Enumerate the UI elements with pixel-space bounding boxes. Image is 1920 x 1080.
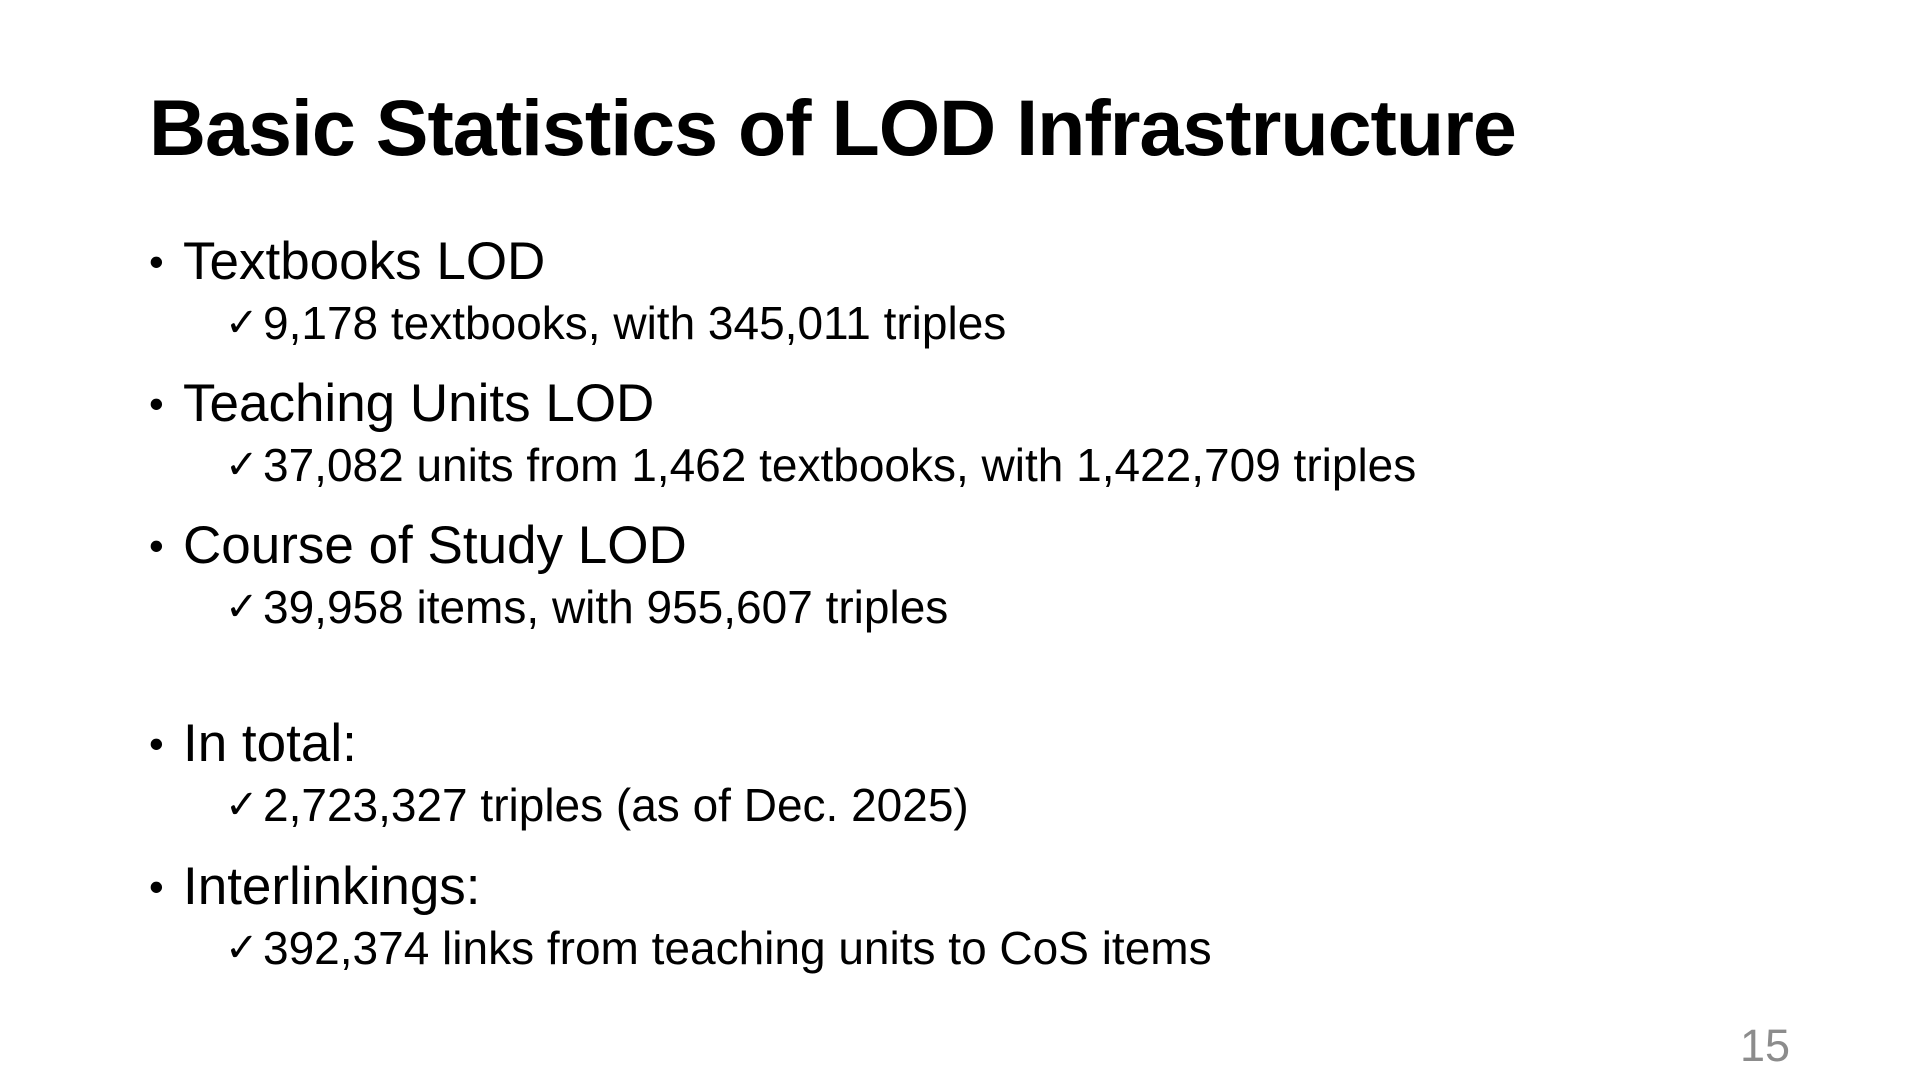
- slide-title: Basic Statistics of LOD Infrastructure: [149, 83, 1517, 172]
- bullet-main: • Course of Study LOD: [149, 514, 948, 578]
- bullet-detail-text: 2,723,327 triples (as of Dec. 2025): [263, 779, 969, 831]
- bullet-main: • In total:: [149, 712, 969, 776]
- bullet-course-of-study-lod: • Course of Study LOD ✓ 39,958 items, wi…: [149, 514, 948, 636]
- bullet-main: • Textbooks LOD: [149, 230, 1006, 294]
- bullet-teaching-units-lod: • Teaching Units LOD ✓ 37,082 units from…: [149, 372, 1416, 494]
- bullet-detail-text: 37,082 units from 1,462 textbooks, with …: [263, 439, 1417, 491]
- bullet-detail: ✓ 9,178 textbooks, with 345,011 triples: [225, 294, 1006, 352]
- bullet-in-total: • In total: ✓ 2,723,327 triples (as of D…: [149, 712, 969, 834]
- bullet-detail-text: 392,374 links from teaching units to CoS…: [263, 922, 1212, 974]
- bullet-detail-text: 39,958 items, with 955,607 triples: [263, 581, 949, 633]
- bullet-label: Interlinkings:: [183, 857, 481, 916]
- bullet-main: • Teaching Units LOD: [149, 372, 1416, 436]
- bullet-detail: ✓ 37,082 units from 1,462 textbooks, wit…: [225, 436, 1416, 494]
- checkmark-icon: ✓: [225, 300, 259, 346]
- bullet-dot-icon: •: [149, 720, 164, 767]
- bullet-textbooks-lod: • Textbooks LOD ✓ 9,178 textbooks, with …: [149, 230, 1006, 352]
- checkmark-icon: ✓: [225, 782, 259, 828]
- bullet-label: Course of Study LOD: [183, 516, 687, 575]
- bullet-detail-text: 9,178 textbooks, with 345,011 triples: [263, 297, 1007, 349]
- bullet-label: Textbooks LOD: [183, 232, 546, 291]
- bullet-label: Teaching Units LOD: [183, 374, 655, 433]
- bullet-dot-icon: •: [149, 863, 164, 910]
- checkmark-icon: ✓: [225, 925, 259, 971]
- page-number: 15: [1740, 1020, 1791, 1071]
- bullet-label: In total:: [183, 714, 357, 773]
- bullet-detail: ✓ 39,958 items, with 955,607 triples: [225, 578, 948, 636]
- bullet-interlinkings: • Interlinkings: ✓ 392,374 links from te…: [149, 855, 1212, 977]
- bullet-main: • Interlinkings:: [149, 855, 1212, 919]
- checkmark-icon: ✓: [225, 584, 259, 630]
- bullet-dot-icon: •: [149, 380, 164, 427]
- bullet-detail: ✓ 2,723,327 triples (as of Dec. 2025): [225, 776, 969, 834]
- bullet-dot-icon: •: [149, 238, 164, 285]
- checkmark-icon: ✓: [225, 442, 259, 488]
- bullet-detail: ✓ 392,374 links from teaching units to C…: [225, 919, 1212, 977]
- bullet-dot-icon: •: [149, 522, 164, 569]
